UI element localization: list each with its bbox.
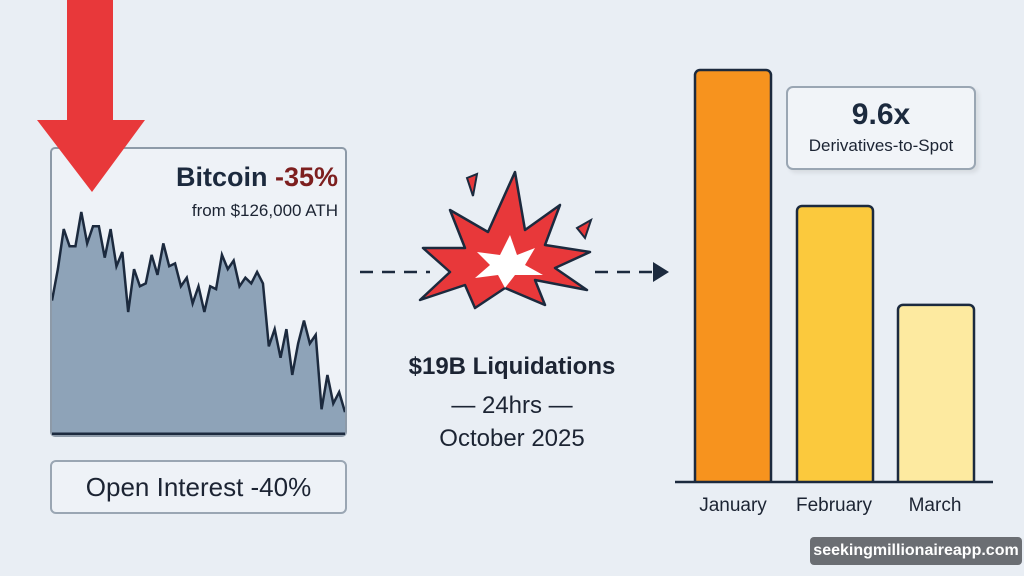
bar-label-march: March	[908, 495, 962, 516]
bar-february	[795, 204, 875, 490]
down-arrow-icon	[37, 0, 145, 192]
shard-icon	[465, 172, 479, 197]
watermark: seekingmillionaireapp.com	[810, 537, 1022, 565]
duration-label: — 24hrs —	[451, 392, 573, 419]
baseline-mask	[670, 483, 1000, 490]
shard-icon	[575, 217, 593, 241]
open-interest-box: Open Interest -40%	[50, 460, 347, 514]
bar-label-february: February	[795, 495, 873, 516]
ratio-label: Derivatives-to-Spot	[808, 136, 954, 155]
liquidations-headline: $19B Liquidations	[408, 353, 616, 380]
explosion-icon	[418, 170, 593, 310]
ratio-value: 9.6x	[851, 98, 911, 131]
price-line	[52, 211, 345, 413]
price-area-chart	[52, 211, 345, 435]
bitcoin-label: Bitcoin	[175, 162, 268, 192]
bar-label-january: January	[699, 495, 767, 516]
price-chart-panel	[50, 147, 347, 437]
date-label: October 2025	[439, 425, 585, 452]
price-area	[52, 211, 345, 435]
bar-march	[896, 303, 976, 490]
bitcoin-change: -35%	[274, 162, 338, 192]
bitcoin-title: Bitcoin -35%	[176, 162, 338, 193]
arrowhead-icon	[653, 262, 669, 282]
flow-diagram	[360, 170, 669, 310]
ratio-callout: 9.6x Derivatives-to-Spot	[786, 86, 976, 170]
bar-chart	[670, 68, 1000, 490]
bar-january	[693, 68, 773, 490]
bitcoin-subtitle: from $126,000 ATH	[191, 201, 338, 220]
